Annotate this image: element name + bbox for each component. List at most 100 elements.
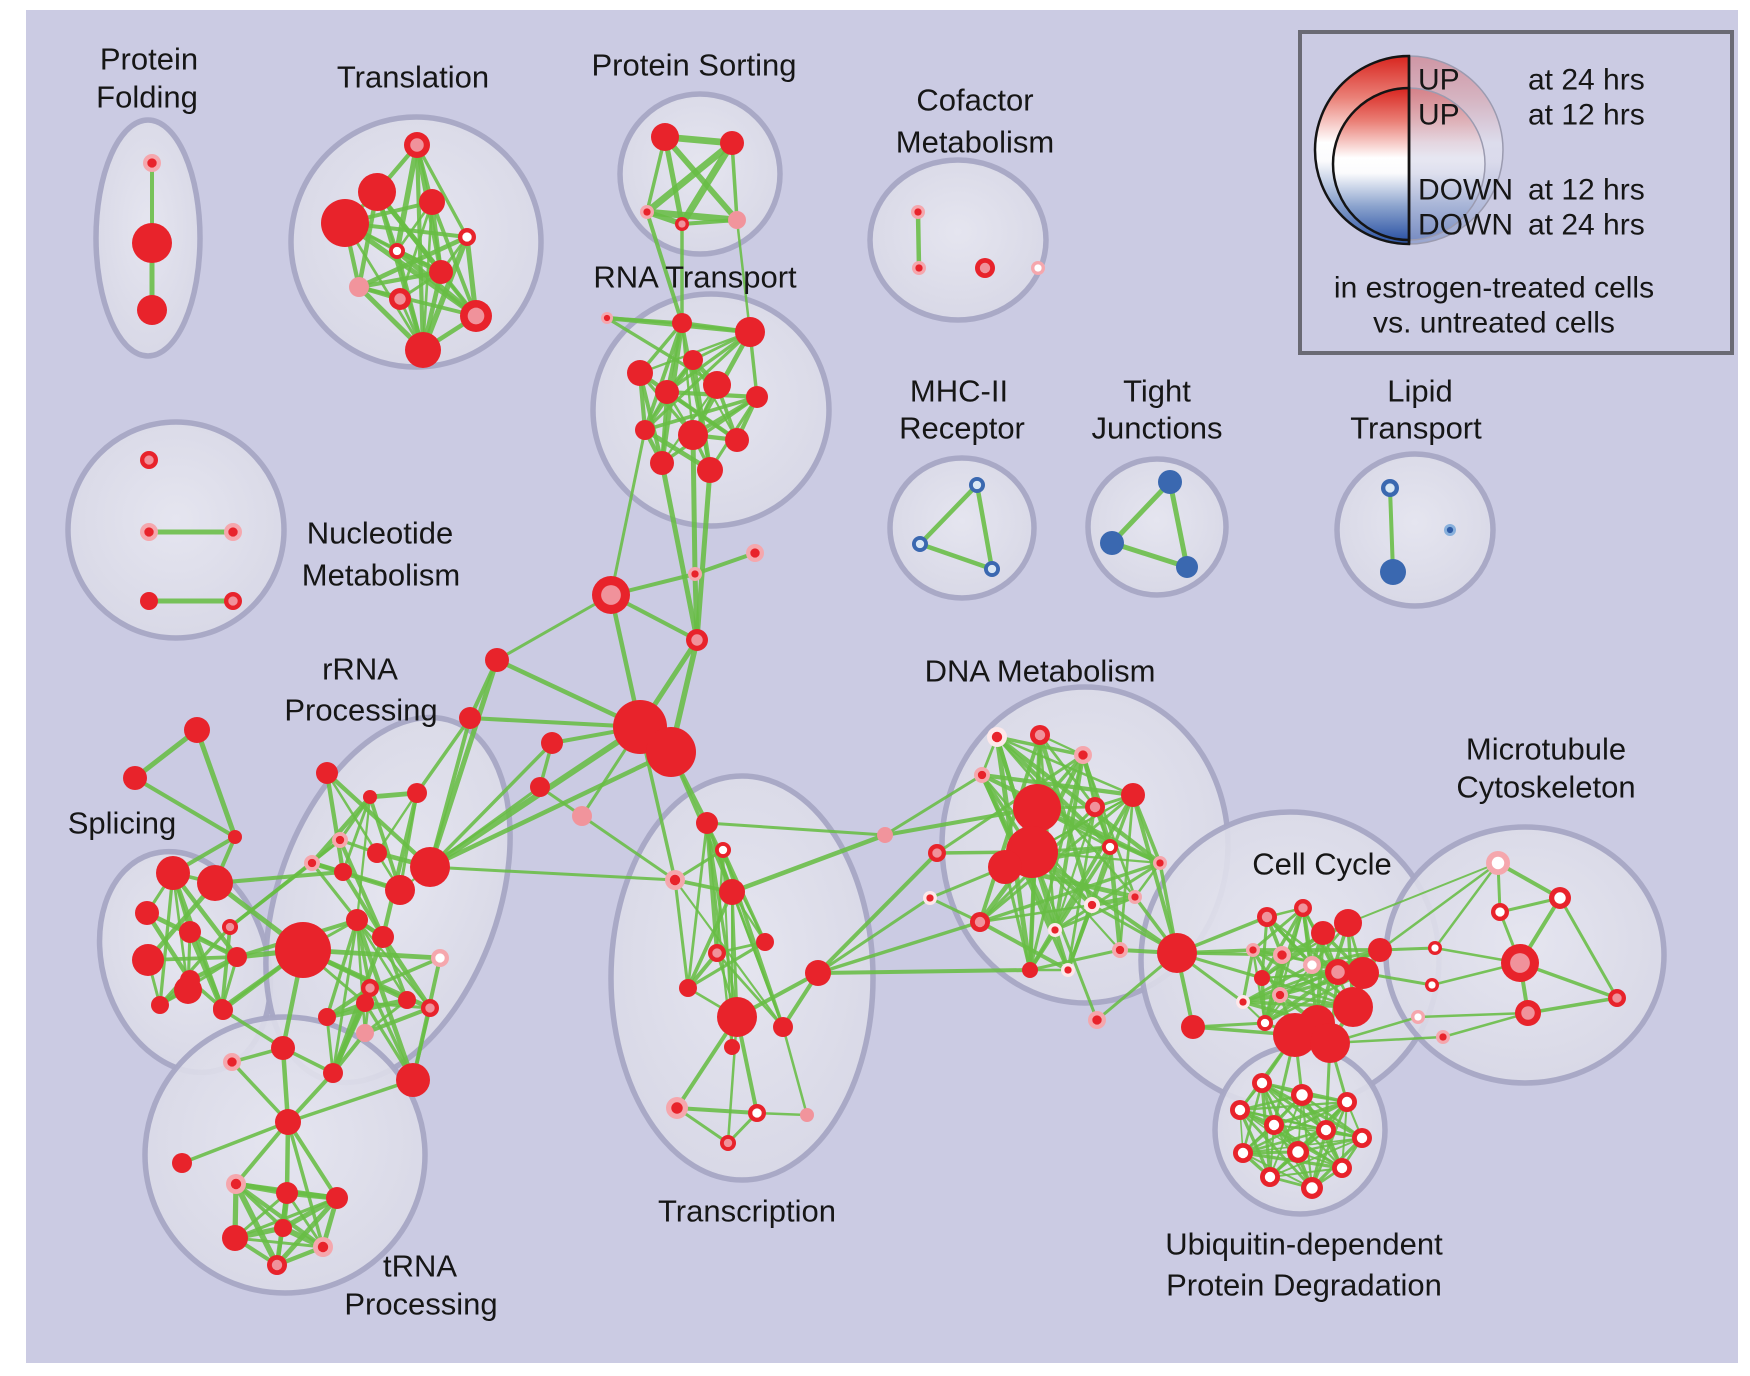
gene-node-ring <box>485 648 509 672</box>
gene-node-tn6 <box>313 1237 333 1257</box>
gene-node-ring <box>156 856 190 890</box>
gene-node-center <box>691 634 703 646</box>
interaction-edge <box>1378 861 1500 952</box>
legend-glyph-inner-left <box>1331 86 1411 242</box>
gene-node-rt8 <box>655 380 679 404</box>
interaction-edge <box>337 837 386 940</box>
legend-footer-text: vs. untreated cells <box>1373 307 1615 340</box>
gene-node-rt11 <box>725 428 749 452</box>
interaction-edge <box>325 771 402 892</box>
gene-node-ub6 <box>1316 1120 1336 1140</box>
gene-node-center <box>991 731 1003 743</box>
gene-node-mc9 <box>1411 1010 1425 1024</box>
cluster-bubble-mhc-ii-receptor <box>887 455 1037 601</box>
interaction-edge <box>1131 793 1179 955</box>
gene-node-mc1 <box>1486 851 1510 875</box>
gene-node-tr5 <box>756 933 774 951</box>
gene-node-ub1 <box>1252 1073 1272 1093</box>
gene-node-nm1 <box>140 451 158 469</box>
legend-direction-label: UP <box>1418 64 1460 97</box>
gene-node-ring <box>405 332 441 368</box>
gene-node-center <box>435 953 445 963</box>
gene-node-cf3 <box>975 258 995 278</box>
gene-node-cc11 <box>1236 995 1250 1009</box>
interaction-edge <box>468 716 642 729</box>
interaction-edge <box>1167 479 1190 570</box>
gene-node-ring <box>1334 909 1362 937</box>
gene-node-ring <box>1181 1015 1205 1039</box>
interaction-edge <box>355 918 409 1002</box>
gene-node-mc10 <box>1436 1030 1450 1044</box>
cluster-label-rna-transport: RNA Transport <box>593 260 797 295</box>
gene-node-center <box>671 1102 683 1114</box>
legend-direction-label: DOWN <box>1418 209 1513 242</box>
gene-node-tj3 <box>1176 556 1198 578</box>
gene-node-ring <box>358 173 396 211</box>
interaction-edge <box>158 925 232 1007</box>
gene-node-ring <box>683 350 703 370</box>
gene-node-ring <box>541 732 563 754</box>
gene-node-rt1 <box>601 312 613 324</box>
legend-direction-label: UP <box>1418 99 1460 132</box>
interaction-edge <box>1433 861 1500 950</box>
gene-node-center <box>1260 1018 1270 1028</box>
interaction-edge <box>1260 906 1305 980</box>
gene-node-dm1 <box>987 727 1007 747</box>
interaction-edge <box>978 733 1042 924</box>
gene-node-rr20 <box>223 1053 241 1071</box>
gene-node-mh2 <box>912 536 928 552</box>
gene-node-dm5 <box>1013 784 1061 832</box>
interaction-edge <box>673 878 690 990</box>
gene-node-dm18 <box>1022 962 1038 978</box>
gene-node-ring <box>877 827 893 843</box>
interaction-edge <box>234 1120 290 1186</box>
gene-node-center <box>979 262 991 274</box>
gene-node-center <box>1156 859 1164 867</box>
gene-node-center <box>1051 926 1059 934</box>
gene-node-dm14 <box>1048 923 1062 937</box>
gene-node-ring <box>140 592 158 610</box>
interaction-edge <box>979 772 1136 798</box>
gene-node-ring <box>724 1039 740 1055</box>
gene-node-center <box>723 1138 733 1148</box>
gene-node-br3 <box>923 891 937 905</box>
gene-node-kn1 <box>485 648 509 672</box>
gene-node-ring <box>746 386 768 408</box>
gene-node-center <box>1612 993 1622 1003</box>
interaction-edge <box>679 217 740 227</box>
gene-node-ring <box>123 766 147 790</box>
gene-node-cc5 <box>1246 943 1260 957</box>
gene-node-ring <box>719 879 745 905</box>
cluster-label-mhc-ii-receptor: MHC-II <box>910 374 1008 409</box>
gene-node-dm16 <box>1112 942 1128 958</box>
gene-node-rt9 <box>635 420 655 440</box>
gene-node-center <box>603 314 611 322</box>
gene-node-center <box>425 1003 435 1013</box>
interaction-edge <box>694 467 713 643</box>
gene-node-center <box>317 1241 329 1253</box>
interaction-edge <box>220 925 232 1010</box>
gene-node-dm20 <box>1088 1011 1106 1029</box>
gene-node-ring <box>1333 987 1373 1027</box>
interaction-edge <box>715 951 785 1029</box>
interaction-edge <box>144 910 193 983</box>
gene-node-center <box>643 208 651 216</box>
gene-node-rt6 <box>703 371 731 399</box>
gene-node-center <box>1510 953 1530 973</box>
gene-node-hb4 <box>686 629 708 651</box>
gene-node-ring <box>756 933 774 951</box>
gene-node-rr26 <box>172 1153 192 1173</box>
interaction-edge <box>665 330 752 394</box>
gene-node-rr18 <box>213 1000 233 1020</box>
gene-node-ring <box>151 996 169 1014</box>
interaction-edge <box>228 838 342 929</box>
gene-node-center <box>915 539 925 549</box>
gene-node-ring <box>720 131 744 155</box>
gene-node-rr24 <box>356 994 374 1012</box>
interaction-edge <box>692 571 700 643</box>
gene-node-center <box>144 455 154 465</box>
interaction-edge <box>662 134 740 223</box>
cluster-label-tight-junctions: Tight <box>1123 374 1191 409</box>
